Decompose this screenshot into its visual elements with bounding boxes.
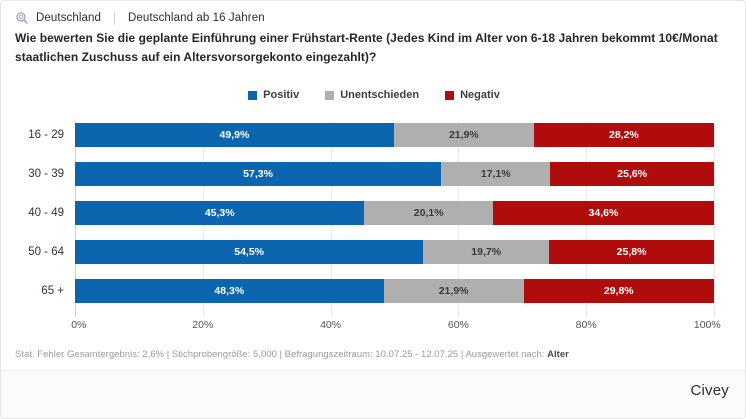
bar-segment-positiv[interactable]: 48,3%	[75, 279, 384, 303]
bar-segment-value: 17,1%	[480, 168, 511, 180]
bar-segment-unentschieden[interactable]: 17,1%	[441, 162, 551, 186]
bar-segment-negativ[interactable]: 25,6%	[550, 162, 714, 186]
category-label: 16 - 29	[28, 129, 64, 141]
legend-swatch-positiv	[248, 90, 258, 100]
gridline-100	[714, 121, 715, 317]
legend-label-positiv: Positiv	[263, 89, 300, 101]
category-label: 40 - 49	[28, 207, 64, 219]
bar-segment-value: 54,5%	[234, 246, 265, 258]
footnote-breakdown: Alter	[547, 349, 569, 360]
brand-logo: Civey	[690, 382, 729, 399]
bar-row: 16 - 29 49,9% 21,9% 28,2%	[28, 123, 714, 147]
legend-item-negativ[interactable]: Negativ	[445, 89, 500, 101]
legend-swatch-negativ	[445, 90, 455, 100]
bar-segment-value: 25,6%	[617, 168, 648, 180]
bar-segment-value: 49,9%	[219, 129, 250, 141]
bar-segment-value: 20,1%	[413, 207, 444, 219]
bar-segment-unentschieden[interactable]: 21,9%	[383, 279, 524, 303]
x-axis-tick: 40%	[320, 319, 342, 331]
plot-area: 16 - 29 49,9% 21,9% 28,2% 30 - 39 57,3% 17,1% 2…	[28, 121, 715, 317]
bar-segment-value: 57,3%	[243, 168, 273, 180]
bar-segment-negativ[interactable]: 25,8%	[549, 240, 714, 264]
category-label: 30 - 39	[28, 168, 64, 180]
breadcrumb: Deutschland Deutschland ab 16 Jahren	[15, 9, 265, 27]
breadcrumb-region[interactable]: Deutschland	[36, 12, 102, 24]
bar-row: 65 + 48,3% 21,9% 29,8%	[41, 279, 714, 303]
stacked-bar-chart: 16 - 29 49,9% 21,9% 28,2% 30 - 39 57,3% 17,1% 2…	[1, 113, 745, 331]
category-label: 50 - 64	[28, 246, 64, 258]
bar-segment-value: 28,2%	[609, 129, 639, 141]
brand-bar	[1, 371, 745, 418]
x-axis-tick: 60%	[447, 319, 469, 331]
bar-segment-value: 21,9%	[438, 285, 469, 297]
category-label: 65 +	[41, 285, 64, 297]
legend-item-unentschieden[interactable]: Unentschieden	[325, 89, 419, 101]
footnote-text: Stat. Fehler Gesamtergebnis: 2,6% | Stic…	[15, 349, 548, 360]
bar-segment-value: 34,6%	[588, 207, 619, 219]
bar-segment-value: 29,8%	[603, 285, 634, 297]
breadcrumb-separator	[114, 11, 116, 25]
bar-segment-unentschieden[interactable]: 19,7%	[423, 240, 550, 264]
chart-legend: Positiv Unentschieden Negativ	[1, 89, 745, 101]
x-axis-tick: 20%	[192, 319, 214, 331]
bar-segment-unentschieden[interactable]: 21,9%	[393, 123, 534, 147]
footnote: Stat. Fehler Gesamtergebnis: 2,6% | Stic…	[15, 349, 569, 360]
search-icon	[16, 12, 28, 24]
bar-segment-unentschieden[interactable]: 20,1%	[364, 201, 493, 225]
x-axis-tick: 0%	[71, 319, 87, 331]
x-axis-tick: 100%	[693, 319, 721, 331]
legend-label-negativ: Negativ	[460, 89, 500, 101]
bar-segment-value: 45,3%	[204, 207, 235, 219]
page-title: Wie bewerten Sie die geplante Einführung…	[15, 31, 718, 64]
x-axis-tick: 80%	[575, 319, 597, 331]
bar-segment-positiv[interactable]: 54,5%	[75, 240, 424, 264]
footer-divider	[1, 370, 745, 371]
bar-segment-negativ[interactable]: 34,6%	[492, 201, 714, 225]
bar-segment-negativ[interactable]: 29,8%	[523, 279, 714, 303]
bar-segment-value: 48,3%	[214, 285, 245, 297]
legend-label-unentschieden: Unentschieden	[340, 89, 420, 101]
bar-row: 50 - 64 54,5% 19,7% 25,8%	[28, 240, 714, 264]
bar-segment-value: 19,7%	[471, 246, 502, 258]
bar-segment-value: 21,9%	[448, 129, 479, 141]
bar-segment-positiv[interactable]: 45,3%	[75, 201, 365, 225]
x-axis: 0% 20% 40% 60% 80% 100%	[71, 319, 721, 337]
legend-item-positiv[interactable]: Positiv	[248, 89, 299, 101]
bar-segment-positiv[interactable]: 57,3%	[75, 162, 442, 186]
bar-segment-negativ[interactable]: 28,2%	[533, 123, 714, 147]
bar-row: 40 - 49 45,3% 20,1% 34,6%	[28, 201, 714, 225]
bar-segment-value: 25,8%	[616, 246, 647, 258]
breadcrumb-segment[interactable]: Deutschland ab 16 Jahren	[128, 12, 265, 24]
bar-rows: 16 - 29 49,9% 21,9% 28,2% 30 - 39 57,3% 17,1% 2…	[28, 121, 714, 317]
legend-swatch-unentschieden	[325, 90, 335, 100]
bar-segment-positiv[interactable]: 49,9%	[75, 123, 394, 147]
bar-row: 30 - 39 57,3% 17,1% 25,6%	[28, 162, 714, 186]
